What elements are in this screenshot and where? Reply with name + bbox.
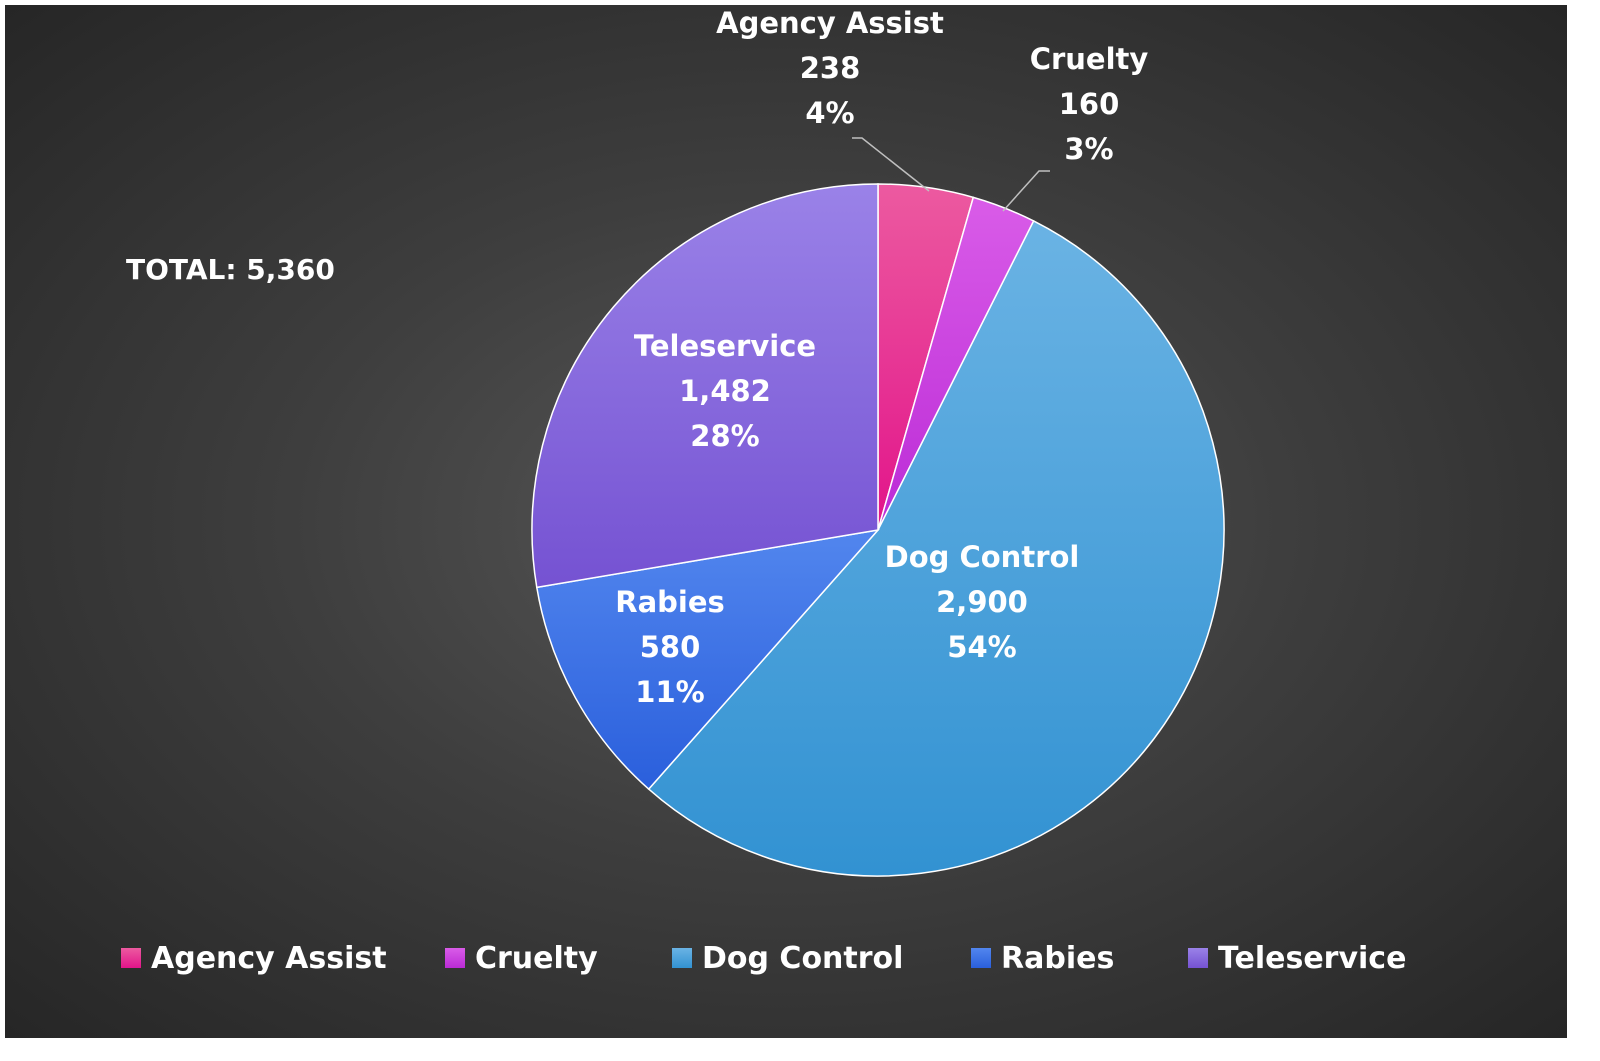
data-label-name-cruelty: Cruelty xyxy=(1030,42,1149,76)
pie-slice-dog-control xyxy=(647,219,1225,877)
pie-chart: Agency Assist 238 4% Cruelty 160 3% Dog Contro… xyxy=(531,6,1225,877)
pie-slice-rabies xyxy=(535,528,880,791)
legend-swatch-agency-assist xyxy=(121,948,141,968)
legend-label-teleservice: Teleservice xyxy=(1218,940,1407,976)
data-label-percent-dog-control: 54% xyxy=(947,630,1016,664)
data-label-name-agency-assist: Agency Assist xyxy=(716,6,944,40)
data-label-name-teleservice: Teleservice xyxy=(634,329,816,363)
legend-label-dog-control: Dog Control xyxy=(702,940,904,976)
leader-line-cruelty xyxy=(1002,170,1050,212)
legend-swatch-teleservice xyxy=(1188,948,1208,968)
data-label-percent-rabies: 11% xyxy=(635,675,704,709)
leader-line-agency-assist xyxy=(852,137,930,192)
pie-slice-teleservice xyxy=(531,183,879,589)
data-label-name-dog-control: Dog Control xyxy=(885,540,1080,574)
legend-item-agency-assist: Agency Assist xyxy=(121,936,387,980)
legend-label-rabies: Rabies xyxy=(1001,940,1115,976)
legend-item-cruelty: Cruelty xyxy=(445,936,598,980)
data-label-name-rabies: Rabies xyxy=(615,585,725,619)
data-label-value-agency-assist: 238 xyxy=(800,51,861,85)
legend-item-dog-control: Dog Control xyxy=(672,936,903,980)
data-label-value-teleservice: 1,482 xyxy=(679,374,771,408)
legend-item-rabies: Rabies xyxy=(971,936,1114,980)
data-label-value-dog-control: 2,900 xyxy=(936,585,1028,619)
legend: Agency Assist Cruelty Dog Control Rabies Tel… xyxy=(0,936,1600,980)
total-label: TOTAL: 5,360 xyxy=(126,253,335,286)
legend-swatch-cruelty xyxy=(445,948,465,968)
data-label-value-rabies: 580 xyxy=(640,630,701,664)
data-label-percent-teleservice: 28% xyxy=(690,419,759,453)
data-label-percent-agency-assist: 4% xyxy=(805,96,854,130)
legend-label-agency-assist: Agency Assist xyxy=(151,940,387,976)
legend-item-teleservice: Teleservice xyxy=(1188,936,1406,980)
chart-area: Agency Assist 238 4% Cruelty 160 3% Dog Contro… xyxy=(5,5,1567,1038)
legend-swatch-dog-control xyxy=(672,948,692,968)
legend-swatch-rabies xyxy=(971,948,991,968)
legend-label-cruelty: Cruelty xyxy=(475,940,598,976)
data-label-value-cruelty: 160 xyxy=(1059,87,1120,121)
data-label-percent-cruelty: 3% xyxy=(1064,132,1113,166)
